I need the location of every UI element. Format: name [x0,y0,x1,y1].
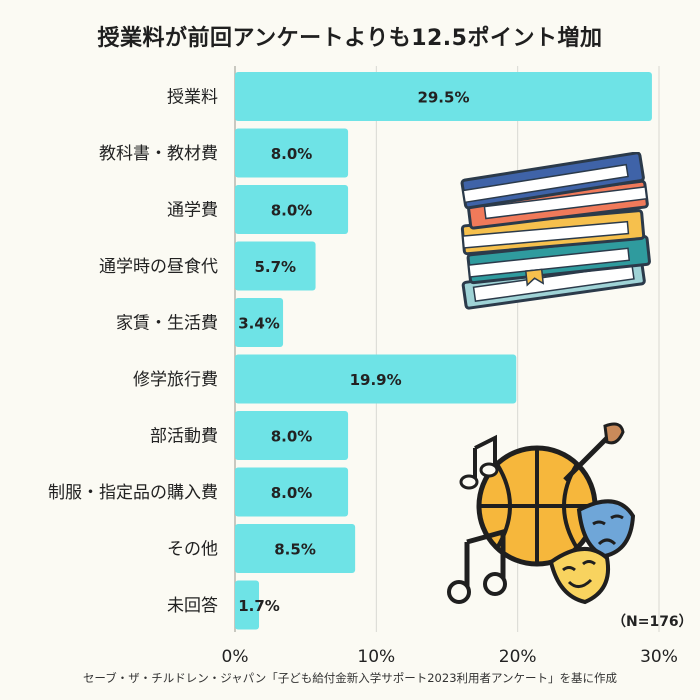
category-label: 授業料 [167,88,218,108]
category-labels: 授業料教科書・教材費通学費通学時の昼食代家賃・生活費修学旅行費部活動費制服・指定… [48,88,218,617]
category-label: 修学旅行費 [133,370,218,390]
category-label: 通学費 [167,201,218,221]
bar [235,411,349,460]
x-tick-label: 10% [357,647,395,667]
value-label: 1.7% [238,597,280,615]
value-label: 5.7% [254,258,296,276]
bar [235,128,349,178]
category-label: 通学時の昼食代 [99,257,218,277]
value-label: 3.4% [238,315,280,333]
bar [235,241,316,291]
stacked-books-icon [460,152,651,310]
value-label: 8.0% [271,202,313,220]
category-label: 部活動費 [150,427,218,447]
chart-title: 授業料が前回アンケートよりも12.5ポイント増加 [97,26,603,51]
category-label: 制服・指定品の購入費 [48,483,218,503]
bar [235,354,517,404]
source-caption: セーブ・ザ・チルドレン・ジャパン「子ども給付金新入学サポート2023利用者アンケ… [82,671,618,685]
category-label: 家賃・生活費 [116,314,218,334]
sample-size-note: （N=176） [612,614,693,630]
bar [235,185,349,234]
value-label: 8.0% [271,145,313,163]
music-sports-arts-icon [447,422,636,605]
bar [235,467,349,517]
bar [235,580,260,630]
bar [235,72,652,121]
value-label: 19.9% [350,371,402,389]
x-tick-label: 20% [499,647,537,667]
bars [235,72,652,630]
value-label: 8.5% [274,541,316,559]
x-tick-label: 30% [640,647,678,667]
category-label: 未回答 [167,596,218,616]
value-label: 8.0% [271,484,313,502]
x-tick-label: 0% [222,647,249,667]
value-label: 29.5% [417,89,469,107]
bar [235,298,284,347]
value-label: 8.0% [271,428,313,446]
category-label: その他 [167,540,218,560]
x-tick-labels: 0% 10% 20% 30% [222,647,678,667]
bar [235,524,356,573]
value-labels: 29.5% 8.0% 8.0% 5.7% 3.4% 19.9% 8.0% 8.0% 8.5% 1.… [238,89,469,616]
category-label: 教科書・教材費 [99,144,218,164]
